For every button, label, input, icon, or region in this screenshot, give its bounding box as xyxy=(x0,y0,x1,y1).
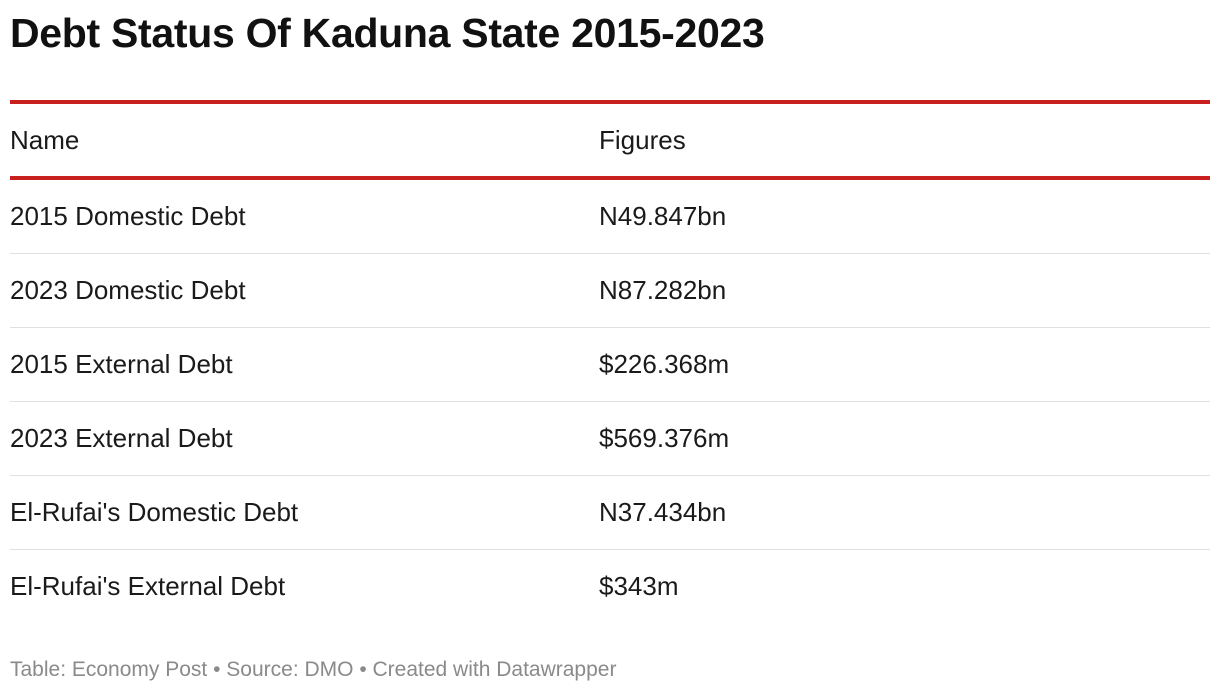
table-row: 2023 External Debt $569.376m xyxy=(10,401,1210,476)
table-header: Name Figures xyxy=(10,100,1210,180)
table-cell: 2023 Domestic Debt xyxy=(10,253,599,328)
table-cell: $226.368m xyxy=(599,327,1210,402)
title: Debt Status Of Kaduna State 2015-2023 xyxy=(10,10,765,56)
table-row: 2015 Domestic Debt N49.847bn xyxy=(10,178,1210,254)
table-cell: N37.434bn xyxy=(599,475,1210,550)
column-header: Name xyxy=(10,100,599,180)
header-row: Name Figures xyxy=(10,100,1210,180)
table-cell: El-Rufai's External Debt xyxy=(10,571,286,601)
table-cell: $343m xyxy=(599,571,679,601)
table-row: 2023 Domestic Debt N87.282bn xyxy=(10,253,1210,328)
footer: Table: Economy Post • Source: DMO • Crea… xyxy=(10,658,617,681)
table-row: El-Rufai's Domestic Debt N37.434bn xyxy=(10,475,1210,550)
table-cell: El-Rufai's Domestic Debt xyxy=(10,475,599,550)
column-header: Figures xyxy=(599,100,1210,180)
table-cell: 2015 External Debt xyxy=(10,327,599,402)
table-cell: 2023 External Debt xyxy=(10,401,599,476)
data-table: Name Figures 2015 Domestic Debt N49.847bn… xyxy=(10,100,1210,623)
table-row: 2015 External Debt $226.368m xyxy=(10,327,1210,402)
table-cell: N87.282bn xyxy=(599,253,1210,328)
table-cell: N49.847bn xyxy=(599,178,1210,254)
table-body: 2015 Domestic Debt N49.847bn 2023 Domestic… xyxy=(10,178,1210,623)
table-row: El-Rufai's External Debt $343m xyxy=(10,550,1210,624)
table-cell: $569.376m xyxy=(599,401,1210,476)
table-cell: 2015 Domestic Debt xyxy=(10,178,599,254)
